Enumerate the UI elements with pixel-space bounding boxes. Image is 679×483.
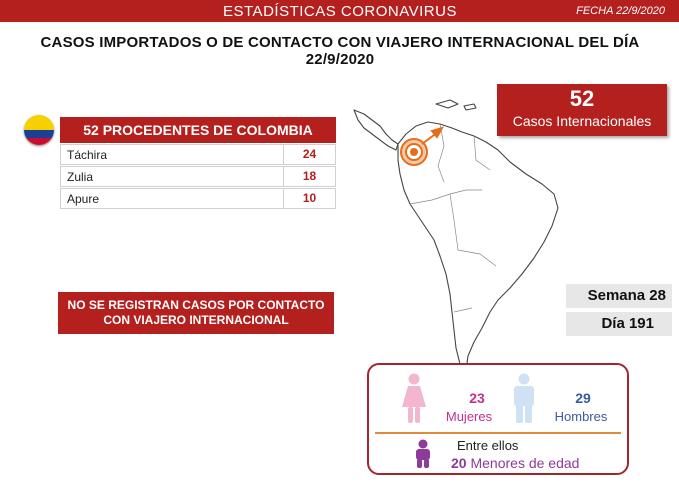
header-title: ESTADÍSTICAS CORONAVIRUS VENEZUELA bbox=[223, 3, 457, 37]
colombia-header: 52 PROCEDENTES DE COLOMBIA bbox=[60, 117, 336, 143]
island-shape bbox=[463, 103, 477, 111]
minors-label: Menores de edad bbox=[470, 455, 580, 471]
header-bar: ESTADÍSTICAS CORONAVIRUS VENEZUELA FECHA… bbox=[0, 0, 679, 37]
state-name: Zulia bbox=[67, 170, 94, 184]
international-count: 52 bbox=[569, 86, 595, 111]
colombia-flag-icon bbox=[24, 115, 54, 145]
women-label: Mujeres bbox=[445, 409, 493, 424]
state-value: 10 bbox=[283, 189, 335, 208]
border-line bbox=[453, 307, 473, 313]
women-count: 23 bbox=[469, 390, 485, 406]
state-name: Apure bbox=[67, 192, 100, 206]
table-row: Apure 10 bbox=[60, 188, 336, 209]
no-contact-line: NO SE REGISTRAN CASOS POR CONTACTO bbox=[67, 298, 325, 312]
state-value: 18 bbox=[283, 167, 335, 186]
day-label: Día 191 bbox=[566, 312, 672, 336]
arrow-icon bbox=[421, 126, 445, 145]
no-contact-line: CON VIAJERO INTERNACIONAL bbox=[103, 313, 289, 327]
header-date: FECHA 22/9/2020 bbox=[576, 5, 665, 17]
week-label: Semana 28 bbox=[566, 284, 672, 308]
divider bbox=[375, 432, 621, 434]
central-america-shape bbox=[353, 109, 399, 151]
among-them-label: Entre ellos bbox=[457, 438, 519, 453]
border-line bbox=[473, 135, 491, 171]
minors-count: 20 bbox=[451, 455, 467, 471]
south-america-map bbox=[353, 99, 559, 371]
international-cases-box: 52 Casos Internacionales bbox=[497, 84, 667, 136]
men-label: Hombres bbox=[554, 409, 608, 424]
gender-panel: 23 Mujeres 29 Hombres Entre ellos 20 Men… bbox=[367, 363, 629, 475]
south-america-shape bbox=[397, 121, 559, 371]
child-icon bbox=[416, 439, 430, 468]
minors-line: 20 Menores de edad bbox=[451, 455, 579, 471]
table-row: Zulia 18 bbox=[60, 166, 336, 187]
table-row: Táchira 24 bbox=[60, 144, 336, 165]
border-line bbox=[449, 193, 459, 251]
no-contact-notice: NO SE REGISTRAN CASOS POR CONTACTO CON V… bbox=[58, 292, 334, 334]
state-name: Táchira bbox=[67, 148, 108, 162]
men-count: 29 bbox=[575, 390, 591, 406]
male-icon bbox=[514, 373, 534, 423]
border-line bbox=[457, 249, 497, 267]
island-shape bbox=[435, 99, 459, 109]
state-table: Táchira 24 Zulia 18 Apure 10 bbox=[60, 144, 336, 210]
border-line bbox=[437, 123, 445, 183]
state-value: 24 bbox=[283, 145, 335, 164]
international-label: Casos Internacionales bbox=[512, 113, 652, 129]
target-marker-icon bbox=[400, 138, 428, 166]
main-title: CASOS IMPORTADOS O DE CONTACTO CON VIAJE… bbox=[40, 34, 640, 68]
female-icon bbox=[402, 373, 426, 423]
